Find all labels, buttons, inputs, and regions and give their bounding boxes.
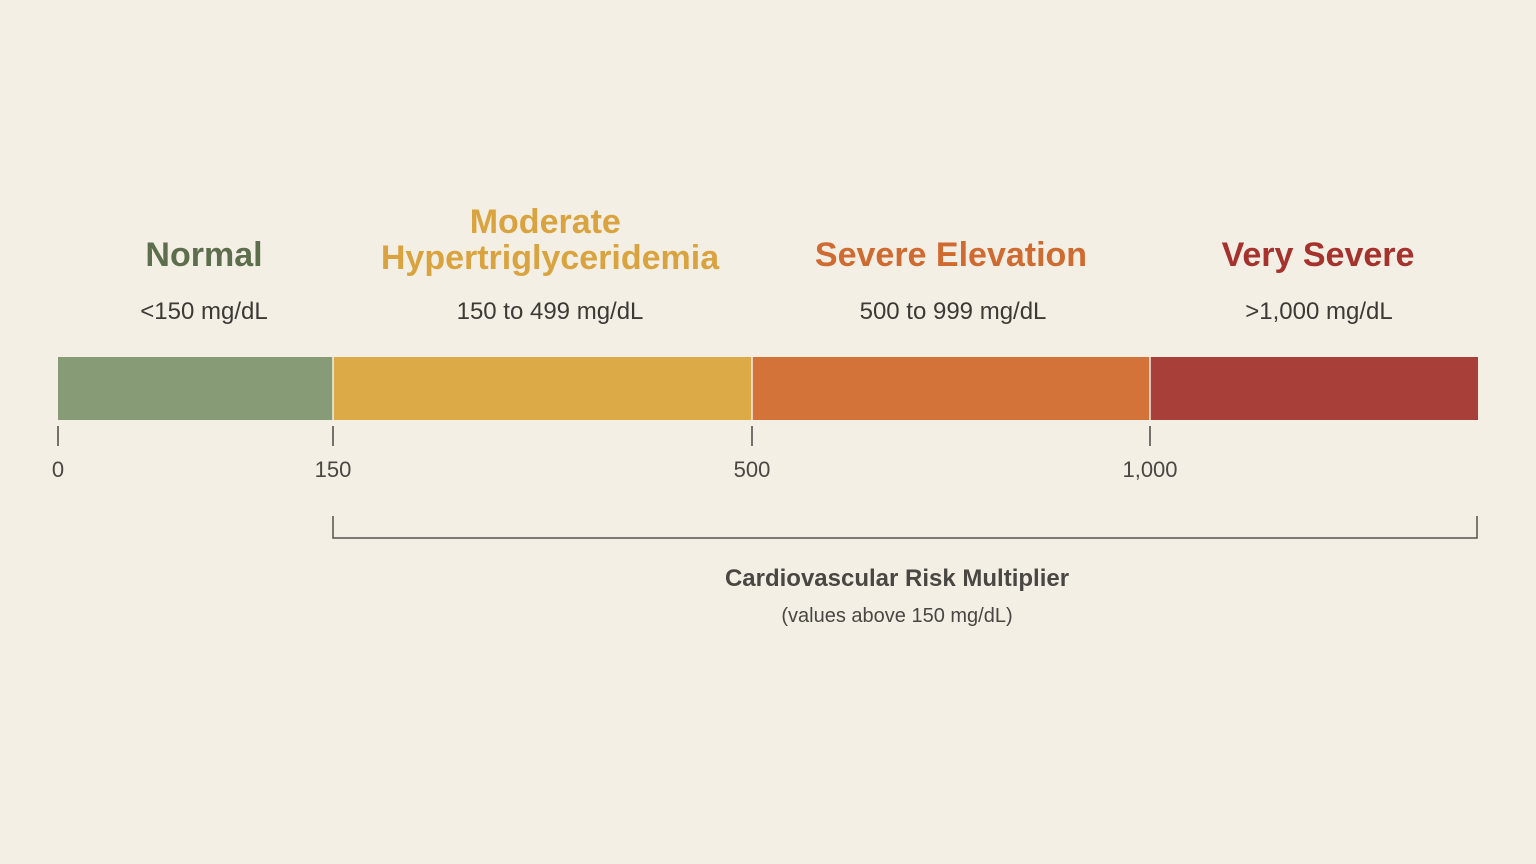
segment-bar-severe <box>752 357 1150 420</box>
tick-label-0: 0 <box>52 457 64 482</box>
segment-bar-very-severe <box>1150 357 1478 420</box>
risk-title: Cardiovascular Risk Multiplier <box>725 565 1069 592</box>
segment-title-very-severe: Very Severe <box>1222 236 1415 274</box>
tick-label-150: 150 <box>315 457 352 482</box>
segment-range-moderate: 150 to 499 mg/dL <box>457 298 644 325</box>
tick-label-1000: 1,000 <box>1122 457 1177 482</box>
segment-range-normal: <150 mg/dL <box>140 298 267 325</box>
segment-bar-moderate <box>333 357 752 420</box>
segment-bar-normal <box>58 357 333 420</box>
segment-title-normal: Normal <box>145 236 262 274</box>
tick-label-500: 500 <box>734 457 771 482</box>
risk-bracket <box>332 516 1478 539</box>
risk-subtitle: (values above 150 mg/dL) <box>781 605 1012 627</box>
segment-range-severe: 500 to 999 mg/dL <box>860 298 1047 325</box>
segment-title-severe: Severe Elevation <box>815 236 1087 274</box>
segment-title-moderate: Moderate Hypertriglyceridemia <box>381 203 720 277</box>
segment-range-very-severe: >1,000 mg/dL <box>1245 298 1392 325</box>
